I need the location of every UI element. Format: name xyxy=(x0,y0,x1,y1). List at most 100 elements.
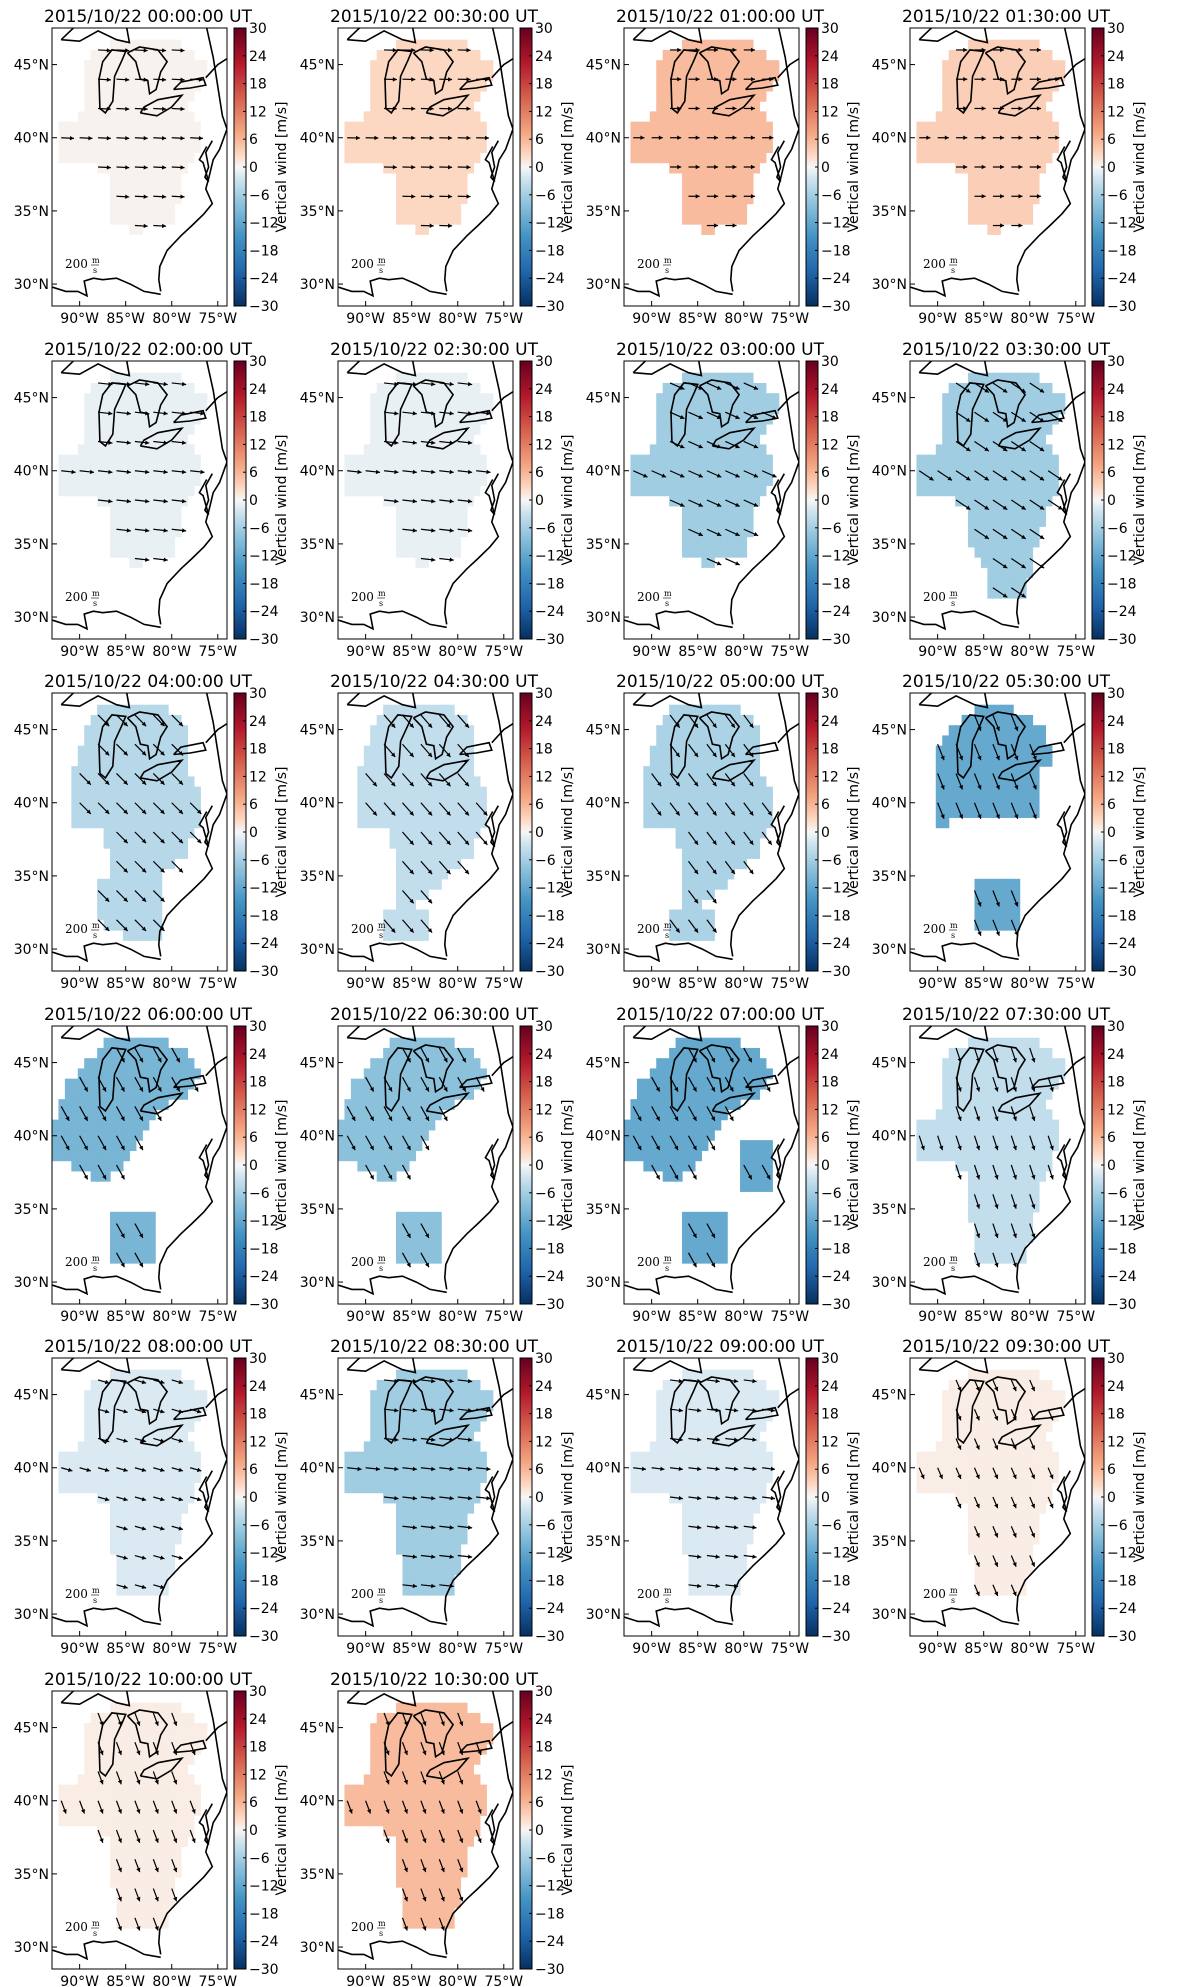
field-cell xyxy=(1019,131,1027,143)
field-cell xyxy=(396,454,404,466)
field-cell xyxy=(77,485,85,497)
field-cell xyxy=(129,475,137,486)
field-cell xyxy=(466,101,474,112)
field-cell xyxy=(447,162,455,174)
field-cell xyxy=(110,193,118,205)
wind-arrow-head xyxy=(145,381,150,387)
field-cell xyxy=(110,111,118,123)
field-cell xyxy=(84,786,92,798)
field-cell xyxy=(746,714,754,726)
field-cell xyxy=(1013,382,1021,394)
field-cell xyxy=(408,70,416,82)
field-cell xyxy=(714,39,722,51)
field-cell xyxy=(376,464,384,476)
field-cell xyxy=(707,796,715,808)
colorbar-label: Vertical wind [m/s] xyxy=(274,767,290,898)
field-cell xyxy=(479,403,487,415)
field-cell xyxy=(733,403,741,415)
wind-arrow-head xyxy=(977,931,982,936)
field-cell xyxy=(694,704,702,716)
wind-arrow-head xyxy=(1036,77,1041,82)
wind-arrow-head xyxy=(1021,388,1026,393)
coastline xyxy=(1063,390,1085,412)
field-cell xyxy=(968,142,976,153)
field-cell xyxy=(961,70,969,82)
wind-arrow-head xyxy=(464,781,469,787)
field-cell xyxy=(370,101,378,112)
wind-arrow-head xyxy=(1055,77,1060,82)
field-cell xyxy=(987,142,995,153)
wind-arrow-head xyxy=(714,223,719,228)
field-cell xyxy=(155,70,163,82)
field-cell xyxy=(720,172,728,184)
field-cell xyxy=(656,413,664,425)
field-cell xyxy=(155,142,163,153)
coastline xyxy=(425,94,471,117)
field-cell xyxy=(447,807,455,818)
coastline xyxy=(346,28,417,44)
field-cell xyxy=(148,49,156,61)
field-cell xyxy=(688,162,696,174)
field-cell xyxy=(187,382,195,394)
wind-arrow-head xyxy=(1018,77,1023,82)
field-cell xyxy=(740,735,748,747)
field-cell xyxy=(434,434,442,445)
field-cell xyxy=(122,142,130,153)
field-cell xyxy=(402,70,410,82)
field-cell xyxy=(168,495,176,507)
field-cell xyxy=(752,70,760,82)
field-cell xyxy=(929,131,937,143)
field-cell xyxy=(688,848,696,859)
field-cell xyxy=(968,121,976,133)
wind-arrow-head xyxy=(181,498,187,504)
field-cell xyxy=(694,485,702,497)
field-cell xyxy=(733,434,741,445)
field-cell xyxy=(408,735,416,747)
coastline xyxy=(624,610,733,631)
field-cell xyxy=(1006,714,1014,726)
wind-arrow-head xyxy=(106,135,111,141)
field-cell xyxy=(1032,444,1040,456)
field-cell xyxy=(1013,505,1021,517)
field-cell xyxy=(714,111,722,123)
field-cell xyxy=(675,817,683,829)
field-cell xyxy=(168,858,176,870)
panel-title: 2015/10/22 05:00:00 UT xyxy=(616,672,825,692)
field-cell xyxy=(720,101,728,112)
wind-arrow-head xyxy=(409,811,414,816)
field-cell xyxy=(460,714,468,726)
field-cell xyxy=(987,80,995,92)
field-cell xyxy=(688,485,696,497)
field-cell xyxy=(174,848,182,859)
field-cell xyxy=(447,704,455,716)
field-cell xyxy=(454,546,462,558)
field-cell xyxy=(441,152,449,164)
field-cell xyxy=(1013,755,1021,767)
field-cell xyxy=(948,434,956,445)
wind-arrow-head xyxy=(429,47,434,53)
field-cell xyxy=(1032,403,1040,415)
field-cell xyxy=(688,49,696,61)
field-cell xyxy=(389,70,397,82)
field-cell xyxy=(701,909,709,921)
field-cell xyxy=(727,858,735,870)
field-cell xyxy=(993,382,1001,394)
coastline xyxy=(984,379,1027,429)
field-cell xyxy=(454,90,462,102)
field-cell xyxy=(434,878,442,890)
field-cell xyxy=(421,393,429,405)
field-cell xyxy=(103,142,111,153)
field-cell xyxy=(454,536,462,548)
field-cell xyxy=(765,142,773,153)
field-cell xyxy=(434,714,442,726)
field-cell xyxy=(408,546,416,558)
wind-arrow-head xyxy=(412,469,417,475)
y-tick-label: 35°N xyxy=(586,204,621,220)
field-cell xyxy=(383,464,391,476)
coastline xyxy=(484,805,499,848)
field-cell xyxy=(415,372,423,384)
field-cell xyxy=(714,878,722,890)
field-cell xyxy=(701,142,709,153)
field-cell xyxy=(376,393,384,405)
colorbar-tick-label: −30 xyxy=(249,632,279,648)
